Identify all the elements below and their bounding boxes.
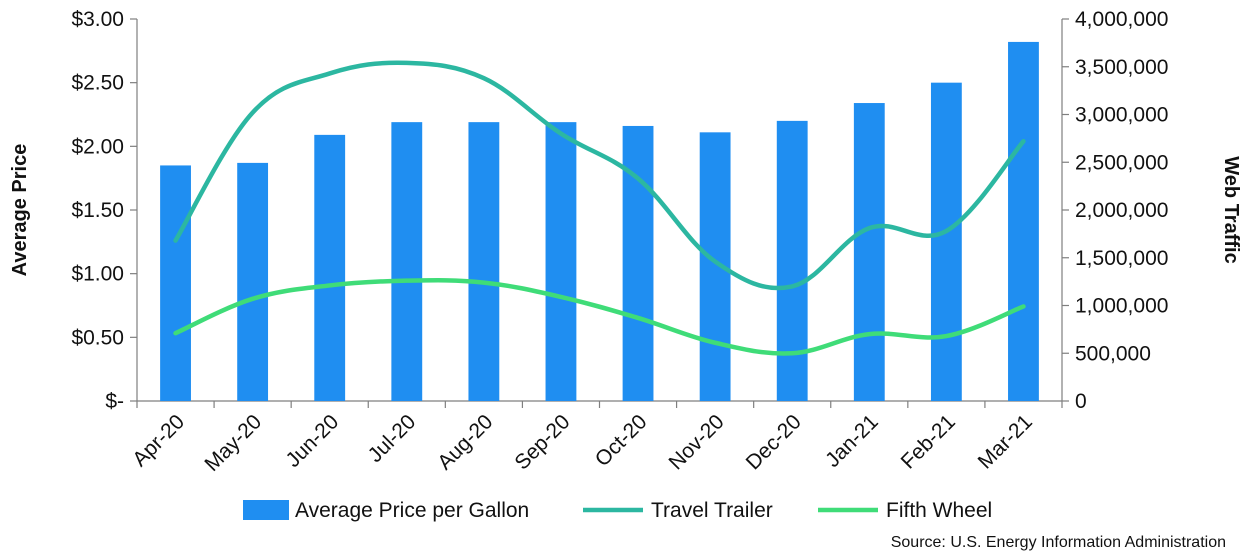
bar-average-price (622, 125, 654, 402)
y-tick-label: $0.50 (71, 326, 124, 349)
x-tick-label: Jun-20 (282, 410, 344, 472)
y-tick-label: $2.50 (71, 72, 124, 95)
legend-swatch-average-price-per-gallon (243, 500, 289, 520)
x-tick-label: Apr-20 (128, 410, 189, 471)
line-fifth-wheel (173, 278, 1026, 356)
bar-average-price (237, 162, 269, 401)
legend-label-travel-trailer: Travel Trailer (651, 499, 773, 522)
y2-axis-title: Web Traffic (1220, 156, 1242, 263)
y-tick-label: $2.00 (71, 135, 124, 158)
legend: Average Price per Gallon Travel Trailer Fi… (243, 499, 992, 522)
bar-average-price (391, 122, 423, 401)
x-tick-label: Nov-20 (665, 410, 729, 474)
y2-tick-label: 2,000,000 (1075, 199, 1168, 222)
y-tick-label: $1.00 (71, 263, 124, 286)
y2-tick-label: 1,500,000 (1075, 247, 1168, 270)
y2-tick-label: 2,500,000 (1075, 151, 1168, 174)
bar-average-price (1008, 41, 1039, 402)
lines (173, 60, 1026, 356)
legend-label-average-price-per-gallon: Average Price per Gallon (295, 499, 529, 522)
y-tick-label: $1.50 (71, 199, 124, 222)
x-tick-label: Oct-20 (591, 410, 652, 471)
y2-tick-label: 0 (1075, 390, 1087, 413)
x-tick-label: Jan-21 (821, 410, 883, 472)
line-travel-trailer (173, 60, 1026, 291)
y-axis-title: Average Price (9, 144, 31, 277)
y-tick-label: $3.00 (71, 8, 124, 31)
y2-tick-label: 1,000,000 (1075, 295, 1168, 318)
x-tick-label: Sep-20 (510, 410, 574, 474)
x-tick-label: Feb-21 (897, 410, 960, 473)
bars (160, 41, 1039, 402)
source-note: Source: U.S. Energy Information Administ… (891, 534, 1226, 551)
bar-average-price (853, 103, 885, 401)
legend-label-fifth-wheel: Fifth Wheel (886, 499, 992, 522)
bar-average-price (776, 120, 808, 401)
y2-tick-label: 500,000 (1075, 342, 1151, 365)
bar-average-price (314, 134, 346, 401)
x-tick-label: Jul-20 (364, 410, 421, 467)
y-tick-label: $- (105, 390, 124, 413)
y2-tick-label: 3,500,000 (1075, 56, 1168, 79)
x-tick-label: May-20 (200, 410, 266, 476)
y2-tick-label: 3,000,000 (1075, 104, 1168, 127)
bar-average-price (160, 165, 191, 401)
tick-labels: $- $0.50 $1.00 $1.50 $2.00 $2.50 $3.00 0 500,000… (71, 8, 1168, 476)
x-tick-label: Mar-21 (974, 410, 1037, 473)
bar-average-price (468, 122, 500, 401)
bar-average-price (930, 82, 962, 402)
x-tick-label: Aug-20 (433, 410, 497, 474)
axes (130, 18, 1069, 408)
y2-tick-label: 4,000,000 (1075, 8, 1168, 31)
bar-average-price (545, 122, 577, 401)
x-tick-label: Dec-20 (742, 410, 806, 474)
